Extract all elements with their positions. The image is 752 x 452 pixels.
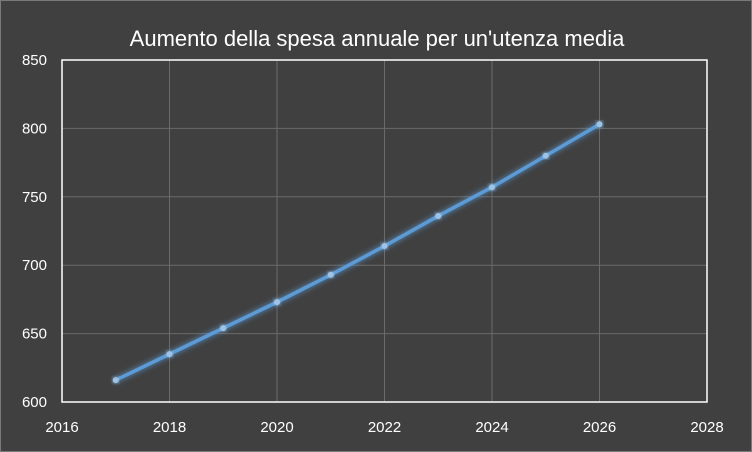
data-point	[112, 377, 119, 384]
x-tick-label: 2022	[368, 419, 401, 436]
gridlines	[62, 60, 707, 402]
x-tick-label: 2024	[475, 419, 508, 436]
chart-title: Aumento della spesa annuale per un'utenz…	[130, 26, 625, 51]
x-tick-label: 2028	[690, 419, 723, 436]
x-tick-label: 2026	[583, 419, 616, 436]
x-tick-label: 2016	[45, 419, 78, 436]
data-point	[327, 271, 334, 278]
series-layer	[112, 121, 603, 384]
y-tick-label: 650	[22, 326, 47, 343]
plot-area-border	[61, 59, 708, 403]
y-tick-label: 800	[22, 120, 47, 137]
x-tick-label: 2020	[260, 419, 293, 436]
x-tick-label: 2018	[153, 419, 186, 436]
data-point	[542, 152, 549, 159]
x-axis-ticks: 2016 2018 2020 2022 2024 2026 2028	[45, 419, 723, 436]
data-point	[489, 184, 495, 191]
data-point	[596, 121, 603, 128]
data-point	[274, 299, 280, 306]
y-tick-label: 750	[22, 189, 47, 206]
y-tick-label: 850	[22, 52, 47, 69]
data-point	[435, 212, 442, 219]
y-tick-label: 700	[22, 257, 47, 274]
y-axis-ticks: 600 650 700 750 800 850	[22, 52, 47, 411]
data-point	[166, 351, 173, 358]
series-line	[114, 122, 602, 382]
data-point	[381, 243, 388, 250]
y-tick-label: 600	[22, 394, 47, 411]
data-point	[220, 325, 227, 332]
